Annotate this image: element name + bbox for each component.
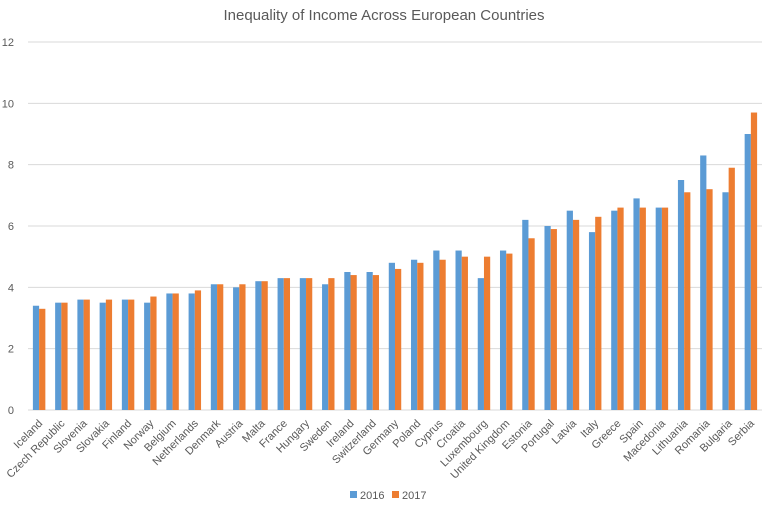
bar <box>150 296 157 410</box>
bar <box>544 226 551 410</box>
bar <box>77 299 84 410</box>
bar <box>55 302 62 410</box>
bar <box>595 216 602 410</box>
bar <box>700 155 707 410</box>
bar <box>366 272 373 410</box>
bar <box>477 278 484 410</box>
bar <box>32 305 40 410</box>
bar <box>617 207 624 410</box>
bar <box>506 253 513 410</box>
legend-label: 2016 <box>360 490 384 502</box>
bar <box>322 284 329 410</box>
bar <box>83 299 90 410</box>
bar <box>350 275 357 410</box>
bar <box>728 167 735 410</box>
bar <box>255 281 262 410</box>
bar <box>61 302 68 410</box>
legend-swatch <box>392 491 399 498</box>
bar <box>661 207 669 410</box>
bar <box>277 278 284 410</box>
bar <box>550 229 557 410</box>
bar <box>411 259 418 410</box>
bar <box>388 262 395 410</box>
bar <box>372 275 379 410</box>
bar <box>483 256 491 410</box>
bar <box>261 281 268 410</box>
bar <box>639 207 646 410</box>
bar <box>121 299 129 410</box>
bar <box>522 219 529 410</box>
bar <box>744 134 751 410</box>
bar <box>611 210 618 410</box>
bar <box>166 293 173 410</box>
bar <box>566 210 573 410</box>
bar <box>210 284 218 410</box>
bar <box>677 180 685 410</box>
bar <box>105 299 113 410</box>
bar <box>750 112 758 411</box>
bar <box>588 232 596 410</box>
bar <box>499 250 507 410</box>
bar <box>39 308 46 410</box>
legend-swatch <box>350 491 357 498</box>
bar <box>417 262 424 410</box>
bar <box>633 198 640 410</box>
bar <box>655 207 662 410</box>
bar <box>461 256 468 410</box>
bar <box>572 219 580 410</box>
bar <box>144 302 151 410</box>
bar <box>455 250 462 410</box>
bar <box>344 272 351 410</box>
y-tick-label: 0 <box>8 405 14 417</box>
bar <box>433 250 440 410</box>
legend-label: 2017 <box>402 490 426 502</box>
chart-title: Inequality of Income Across European Cou… <box>223 7 544 24</box>
bar <box>306 278 313 410</box>
bar <box>128 299 135 410</box>
bar <box>239 284 246 410</box>
bar <box>299 278 307 410</box>
y-tick-label: 2 <box>8 344 14 356</box>
bar <box>684 192 691 410</box>
y-tick-label: 12 <box>2 37 14 49</box>
y-tick-label: 10 <box>2 98 14 110</box>
bar <box>283 278 291 410</box>
x-tick-label: Serbia <box>726 417 758 449</box>
bar <box>706 189 713 410</box>
bar <box>188 293 195 410</box>
bar <box>172 293 179 410</box>
bar <box>217 284 224 410</box>
y-tick-label: 8 <box>8 160 14 172</box>
bar <box>194 290 202 410</box>
bar <box>395 268 402 410</box>
y-tick-label: 4 <box>8 282 14 294</box>
bar <box>328 278 335 410</box>
x-tick-label: Latvia <box>550 417 580 447</box>
bar <box>439 259 446 410</box>
bar <box>528 238 535 410</box>
bar <box>233 287 240 410</box>
bar <box>99 302 106 410</box>
y-tick-label: 6 <box>8 221 14 233</box>
bar <box>722 192 729 410</box>
